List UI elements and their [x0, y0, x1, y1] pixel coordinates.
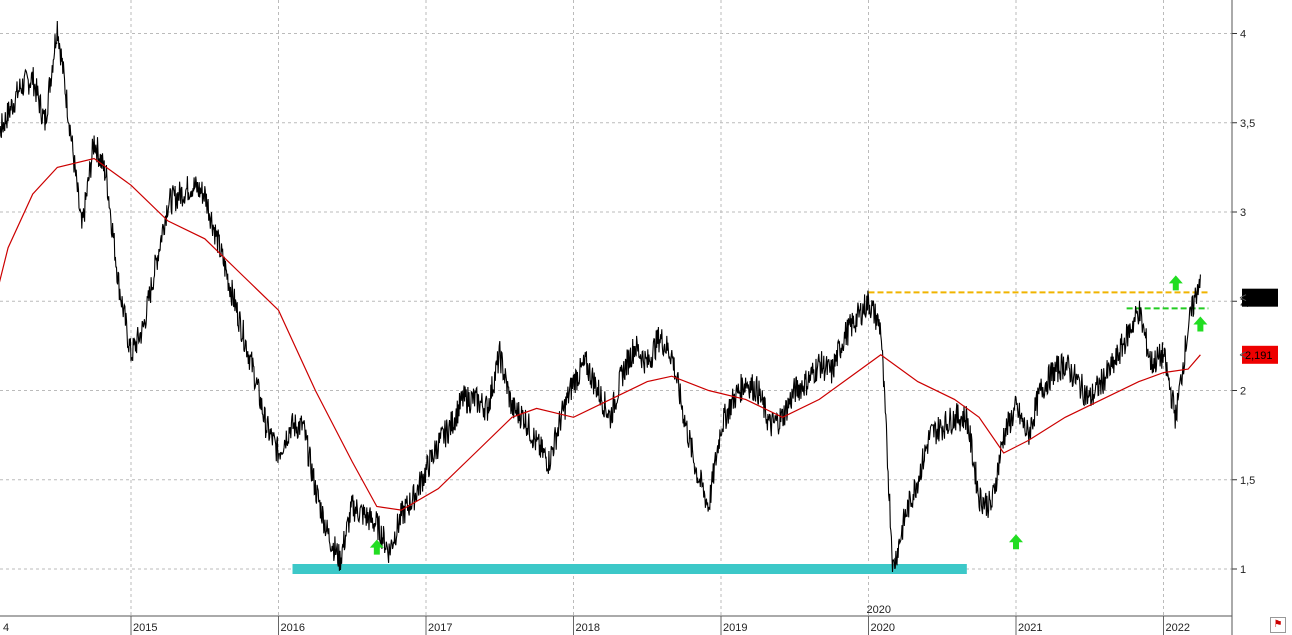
annotation-layer — [292, 291, 1209, 574]
moving-average-line — [0, 157, 1201, 511]
chart-settings-icon[interactable]: ⚑ — [1270, 617, 1286, 633]
ma-value-label: 2,191 — [1245, 350, 1273, 362]
y-tick-label: 1 — [1240, 564, 1246, 576]
y-tick-label: 1,5 — [1240, 475, 1255, 487]
x-secondary-label: 2020 — [867, 604, 891, 616]
x-tick-label: 2019 — [723, 622, 747, 634]
price-series-line — [0, 20, 1201, 573]
support-zone — [292, 564, 967, 574]
series-layer — [0, 20, 1201, 573]
grid-layer — [0, 0, 1232, 616]
y-tick-label: 2 — [1240, 386, 1246, 398]
up-arrow-icon — [1168, 275, 1183, 291]
ma-value-box — [1242, 345, 1278, 364]
x-tick-label: 2022 — [1166, 622, 1190, 634]
up-arrow-icon — [1009, 534, 1023, 550]
x-tick-label: 2020 — [871, 622, 895, 634]
x-tick-label: 2018 — [576, 622, 600, 634]
last-price-box — [1242, 288, 1278, 307]
up-arrow-icon — [369, 539, 384, 555]
x-tick-label: 2021 — [1018, 622, 1042, 634]
last-price-pointer — [1239, 294, 1247, 302]
up-arrow-icon — [1193, 316, 1208, 332]
x-tick-label: 2015 — [133, 622, 157, 634]
x-tick-label: 2017 — [428, 622, 452, 634]
y-tick-label: 3 — [1240, 207, 1246, 219]
y-tick-label: 3,5 — [1240, 118, 1255, 130]
arrow-layer — [369, 275, 1208, 555]
ma-value-pointer — [1239, 351, 1247, 359]
x-tick-label: 2016 — [281, 622, 305, 634]
y-tick-label: 4 — [1240, 29, 1246, 41]
x-tick-label: 4 — [3, 622, 9, 634]
